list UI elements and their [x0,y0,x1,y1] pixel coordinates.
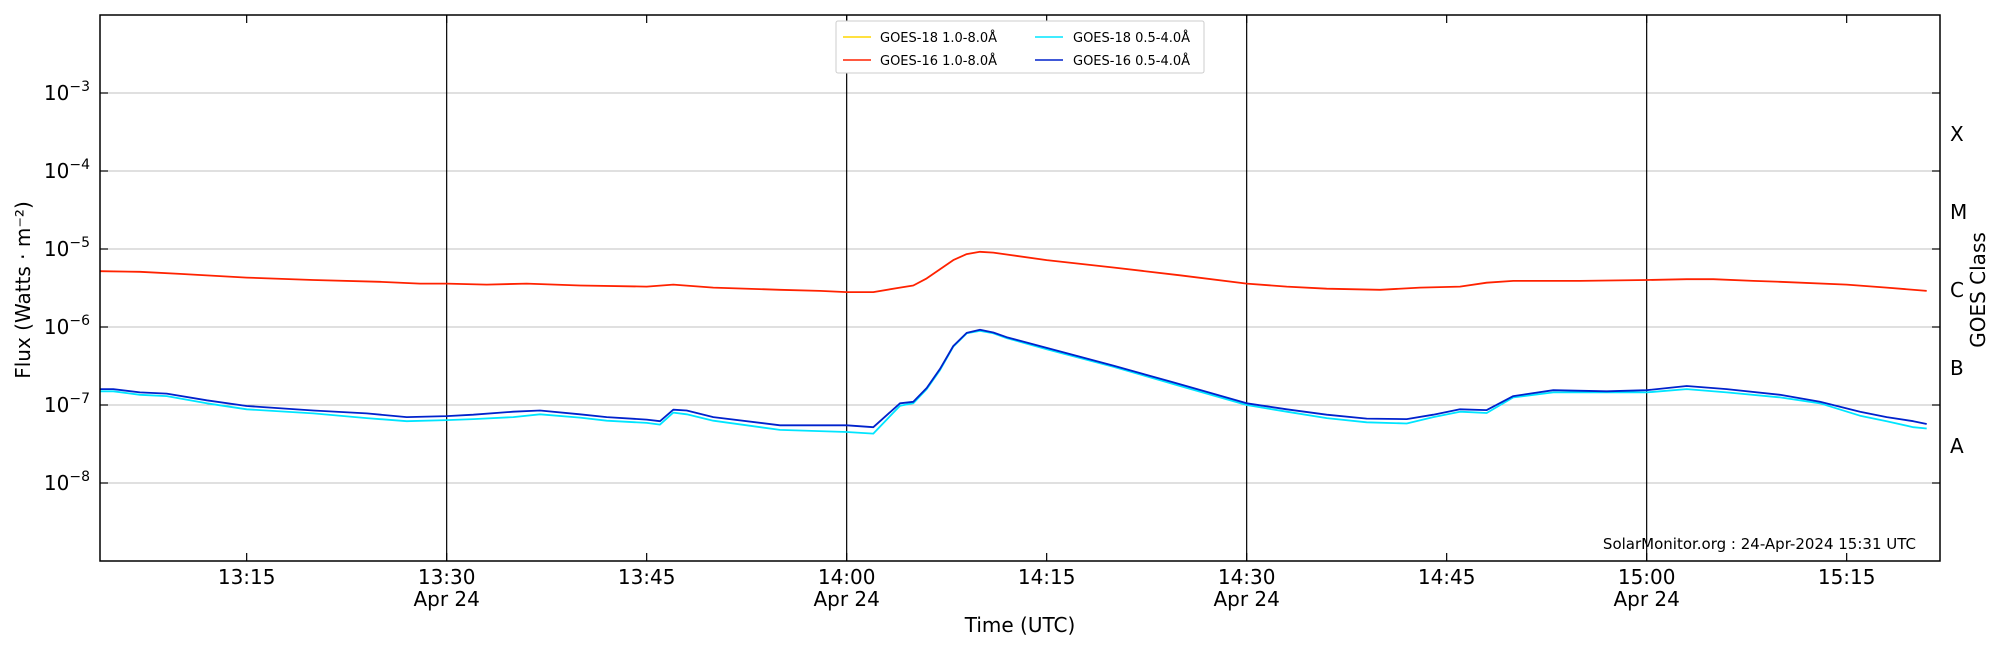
x-tick-label: 13:15 [218,565,276,589]
y-tick-label: 10−6 [44,313,90,339]
x-tick-label: 14:45 [1418,565,1476,589]
goes-class-label-x: X [1950,122,1964,146]
legend-label-goes18-short: GOES-18 0.5-4.0Å [1073,30,1190,46]
series-line-2 [100,329,1927,435]
x-tick-date-label: Apr 24 [813,587,879,611]
x-tick-label: 14:30 [1218,565,1276,589]
legend-box [835,20,1205,74]
plot-frame [99,14,1941,562]
y-axis-ticks: 10−3 10−4 10−5 10−6 10−7 10−8 [44,79,1940,495]
x-tick-label: 13:30 [418,565,476,589]
goes-class-label-m: M [1950,200,1967,224]
y-tick-label: 10−5 [44,235,90,261]
y-tick-label: 10−3 [44,79,90,105]
x-tick-label: 15:00 [1618,565,1676,589]
legend: GOES-18 1.0-8.0Å GOES-16 1.0-8.0Å GOES-1… [835,20,1205,74]
series-line-3 [100,328,1927,429]
legend-label-goes16-long: GOES-16 1.0-8.0Å [880,53,997,69]
y-tick-label: 10−4 [44,157,90,183]
y-axis-right-title: GOES Class [1966,232,1990,348]
x-tick-date-label: Apr 24 [1613,587,1679,611]
x-tick-label: 13:45 [618,565,676,589]
series-layer [99,250,1927,435]
y-tick-label: 10−7 [44,391,90,417]
y-axis-title: Flux (Watts · m⁻²) [11,201,35,379]
goes-class-labels: X M C B A [1950,122,1967,458]
x-tick-date-label: Apr 24 [413,587,479,611]
x-tick-label: 14:00 [818,565,876,589]
goes-class-label-c: C [1950,278,1964,302]
grid-layer [100,92,1940,484]
source-credit: SolarMonitor.org : 24-Apr-2024 15:31 UTC [1603,535,1916,553]
legend-label-goes18-long: GOES-18 1.0-8.0Å [880,30,997,46]
goes-class-label-a: A [1950,434,1964,458]
y-tick-label: 10−8 [44,469,90,495]
legend-label-goes16-short: GOES-16 0.5-4.0Å [1073,53,1190,69]
goes-class-label-b: B [1950,356,1964,380]
series-line-1 [99,250,1927,294]
x-tick-label: 15:15 [1818,565,1876,589]
vertical-date-lines [446,15,1648,561]
x-tick-date-label: Apr 24 [1213,587,1279,611]
x-axis-title: Time (UTC) [964,613,1076,637]
x-tick-label: 14:15 [1018,565,1076,589]
